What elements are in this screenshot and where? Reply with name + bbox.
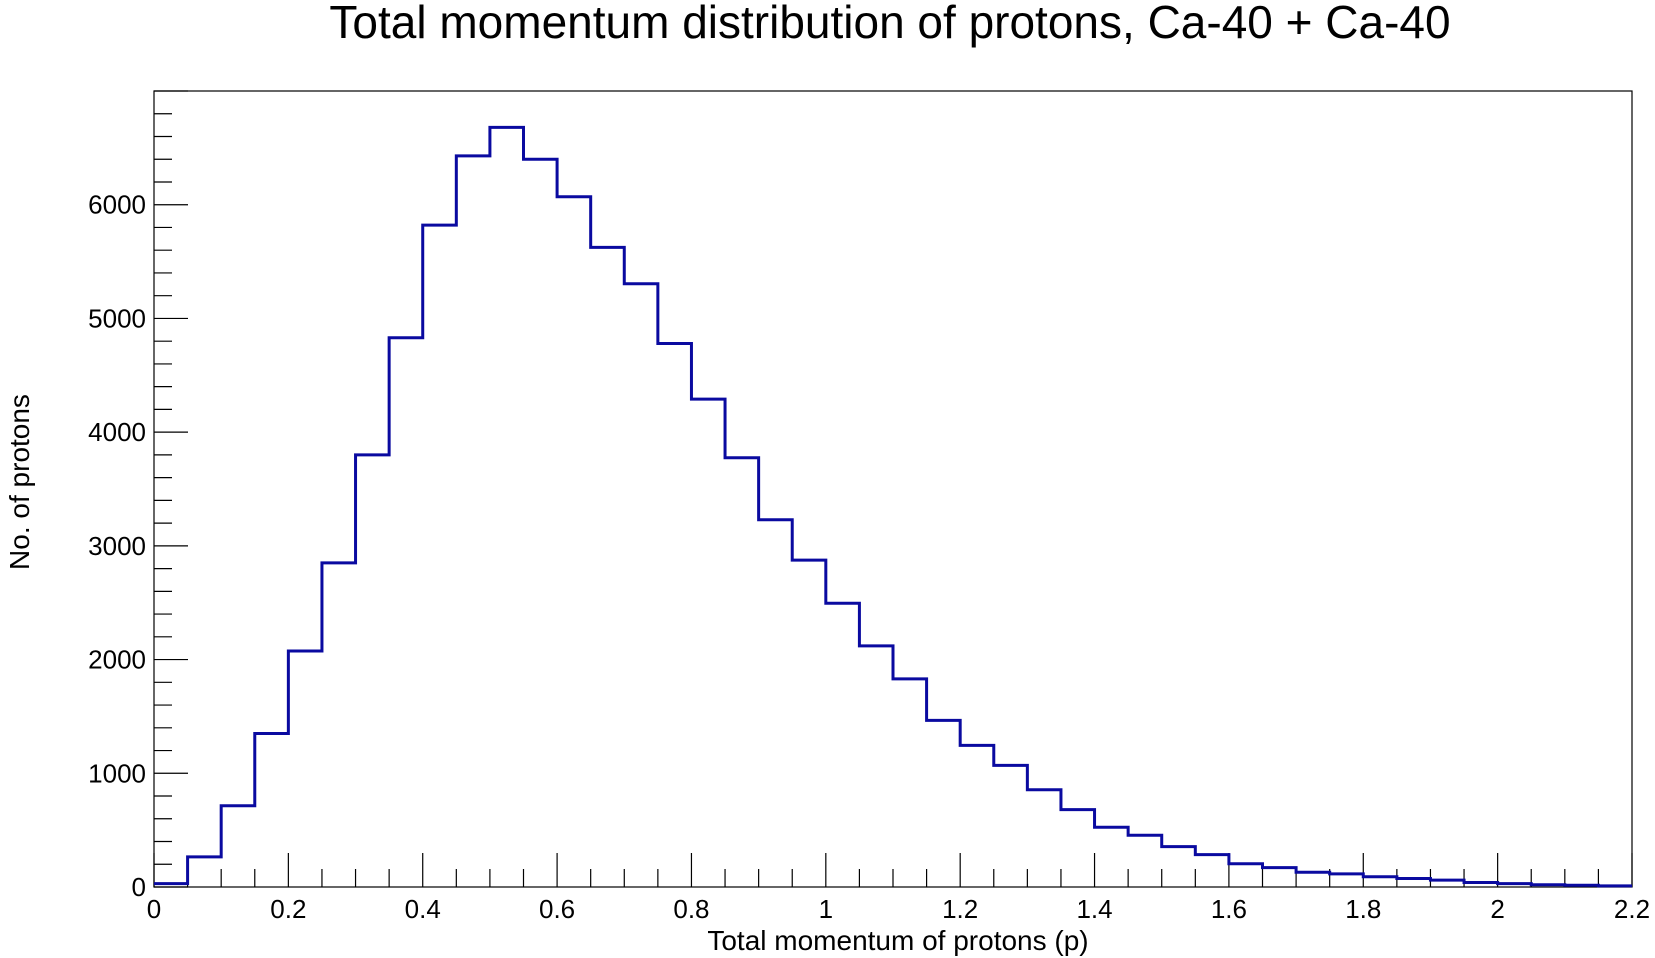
- x-tick-label: 0: [147, 894, 161, 924]
- chart-title: Total momentum distribution of protons, …: [329, 0, 1450, 48]
- y-tick-label: 2000: [88, 645, 146, 675]
- x-tick-label: 0.2: [270, 894, 306, 924]
- x-tick-label: 0.6: [539, 894, 575, 924]
- x-tick-label: 1.6: [1211, 894, 1247, 924]
- x-axis: 0 0.2 0.4 0.6 0.8 1 1.2 1.4 1.6 1.8 2 2.2: [147, 853, 1650, 924]
- y-tick-label: 1000: [88, 758, 146, 788]
- x-tick-label: 0.8: [673, 894, 709, 924]
- x-tick-label: 1.2: [942, 894, 978, 924]
- histogram-series: [154, 125, 1632, 888]
- x-tick-label: 1: [819, 894, 833, 924]
- x-tick-label: 2: [1490, 894, 1504, 924]
- y-axis-title: No. of protons: [4, 394, 35, 570]
- y-tick-label: 3000: [88, 531, 146, 561]
- y-tick-label: 4000: [88, 417, 146, 447]
- x-axis-title: Total momentum of protons (p): [707, 925, 1088, 956]
- y-tick-label: 6000: [88, 190, 146, 220]
- y-tick-label: 5000: [88, 303, 146, 333]
- x-tick-label: 0.4: [405, 894, 441, 924]
- y-tick-label: 0: [132, 872, 146, 902]
- x-tick-label: 1.8: [1345, 894, 1381, 924]
- y-axis: 0 1000 2000 3000 4000 5000 6000: [88, 90, 188, 902]
- x-tick-label: 1.4: [1076, 894, 1112, 924]
- plot-frame: [153, 90, 1633, 888]
- x-tick-label: 2.2: [1614, 894, 1650, 924]
